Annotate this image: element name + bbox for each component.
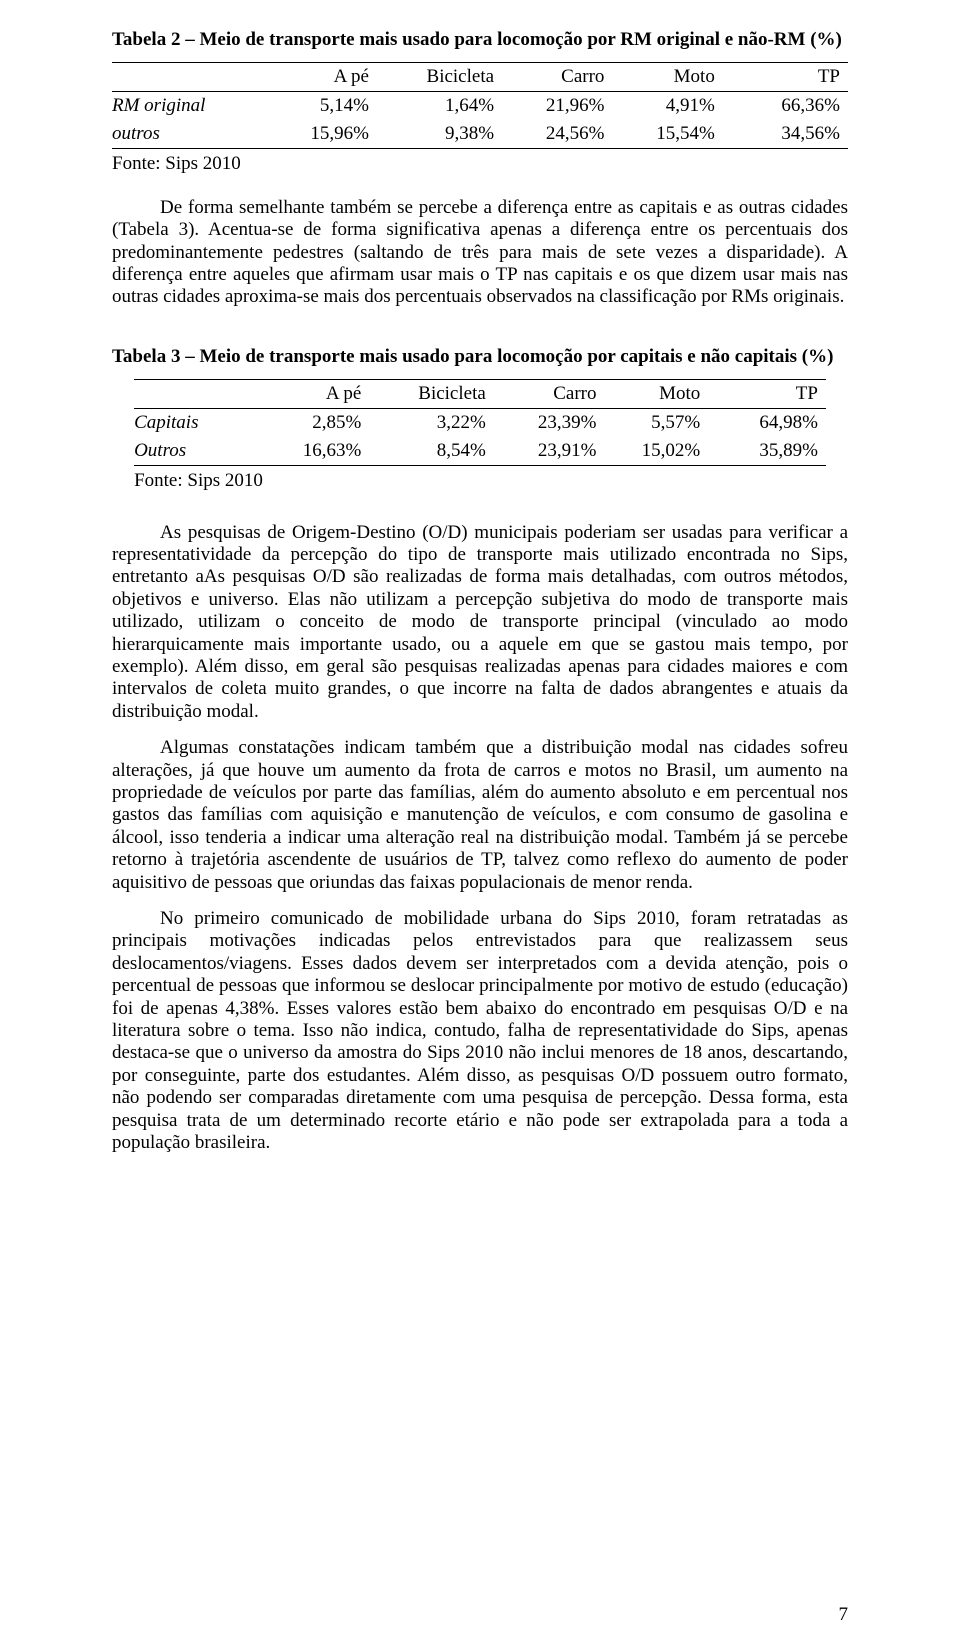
table3-r0c4: 64,98% bbox=[708, 408, 826, 437]
page: Tabela 2 – Meio de transporte mais usado… bbox=[0, 0, 960, 1648]
table3-col-ape: A pé bbox=[272, 379, 369, 408]
table3-r1c4: 35,89% bbox=[708, 437, 826, 466]
table3-row0-label: Capitais bbox=[134, 408, 272, 437]
table2-source: Fonte: Sips 2010 bbox=[112, 153, 848, 175]
table3-r1c1: 8,54% bbox=[369, 437, 494, 466]
table2-r0c3: 4,91% bbox=[612, 91, 722, 120]
table2-r0c1: 1,64% bbox=[377, 91, 502, 120]
table3-wrap: A pé Bicicleta Carro Moto TP Capitais 2,… bbox=[112, 379, 848, 466]
table3-col-blank bbox=[134, 379, 272, 408]
paragraph-4: No primeiro comunicado de mobilidade urb… bbox=[112, 908, 848, 1154]
page-number: 7 bbox=[839, 1604, 849, 1626]
table3-header-row: A pé Bicicleta Carro Moto TP bbox=[134, 379, 826, 408]
table2-r1c4: 34,56% bbox=[723, 120, 848, 149]
table2-col-carro: Carro bbox=[502, 62, 612, 91]
table3-r0c1: 3,22% bbox=[369, 408, 494, 437]
table2-col-moto: Moto bbox=[612, 62, 722, 91]
table2-r1c0: 15,96% bbox=[274, 120, 377, 149]
table3-col-carro: Carro bbox=[494, 379, 605, 408]
table2-col-bicicleta: Bicicleta bbox=[377, 62, 502, 91]
spacer bbox=[112, 323, 848, 345]
table2-title: Tabela 2 – Meio de transporte mais usado… bbox=[112, 28, 848, 52]
table2-r0c2: 21,96% bbox=[502, 91, 612, 120]
table-row: Outros 16,63% 8,54% 23,91% 15,02% 35,89% bbox=[134, 437, 826, 466]
table2-r1c2: 24,56% bbox=[502, 120, 612, 149]
table-row: Capitais 2,85% 3,22% 23,39% 5,57% 64,98% bbox=[134, 408, 826, 437]
table2: A pé Bicicleta Carro Moto TP RM original… bbox=[112, 62, 848, 149]
table3-col-bicicleta: Bicicleta bbox=[369, 379, 494, 408]
paragraph-3: Algumas constatações indicam também que … bbox=[112, 737, 848, 894]
table3-r1c2: 23,91% bbox=[494, 437, 605, 466]
table-row: RM original 5,14% 1,64% 21,96% 4,91% 66,… bbox=[112, 91, 848, 120]
table3-r1c0: 16,63% bbox=[272, 437, 369, 466]
table2-header-row: A pé Bicicleta Carro Moto TP bbox=[112, 62, 848, 91]
table2-r1c3: 15,54% bbox=[612, 120, 722, 149]
table2-wrap: A pé Bicicleta Carro Moto TP RM original… bbox=[112, 62, 848, 149]
table2-row0-label: RM original bbox=[112, 91, 274, 120]
table3: A pé Bicicleta Carro Moto TP Capitais 2,… bbox=[134, 379, 826, 466]
table3-col-tp: TP bbox=[708, 379, 826, 408]
table3-r0c2: 23,39% bbox=[494, 408, 605, 437]
paragraph-2: As pesquisas de Origem-Destino (O/D) mun… bbox=[112, 522, 848, 724]
table3-r0c0: 2,85% bbox=[272, 408, 369, 437]
table2-col-ape: A pé bbox=[274, 62, 377, 91]
table2-col-blank bbox=[112, 62, 274, 91]
table2-col-tp: TP bbox=[723, 62, 848, 91]
table-row: outros 15,96% 9,38% 24,56% 15,54% 34,56% bbox=[112, 120, 848, 149]
table3-col-moto: Moto bbox=[604, 379, 708, 408]
table2-r0c4: 66,36% bbox=[723, 91, 848, 120]
table2-r1c1: 9,38% bbox=[377, 120, 502, 149]
table3-r1c3: 15,02% bbox=[604, 437, 708, 466]
spacer bbox=[112, 492, 848, 522]
paragraph-1: De forma semelhante também se percebe a … bbox=[112, 197, 848, 309]
table3-title: Tabela 3 – Meio de transporte mais usado… bbox=[112, 345, 848, 369]
spacer bbox=[112, 175, 848, 197]
table2-r0c0: 5,14% bbox=[274, 91, 377, 120]
table2-row1-label: outros bbox=[112, 120, 274, 149]
table3-r0c3: 5,57% bbox=[604, 408, 708, 437]
table3-source: Fonte: Sips 2010 bbox=[134, 470, 848, 492]
table3-row1-label: Outros bbox=[134, 437, 272, 466]
